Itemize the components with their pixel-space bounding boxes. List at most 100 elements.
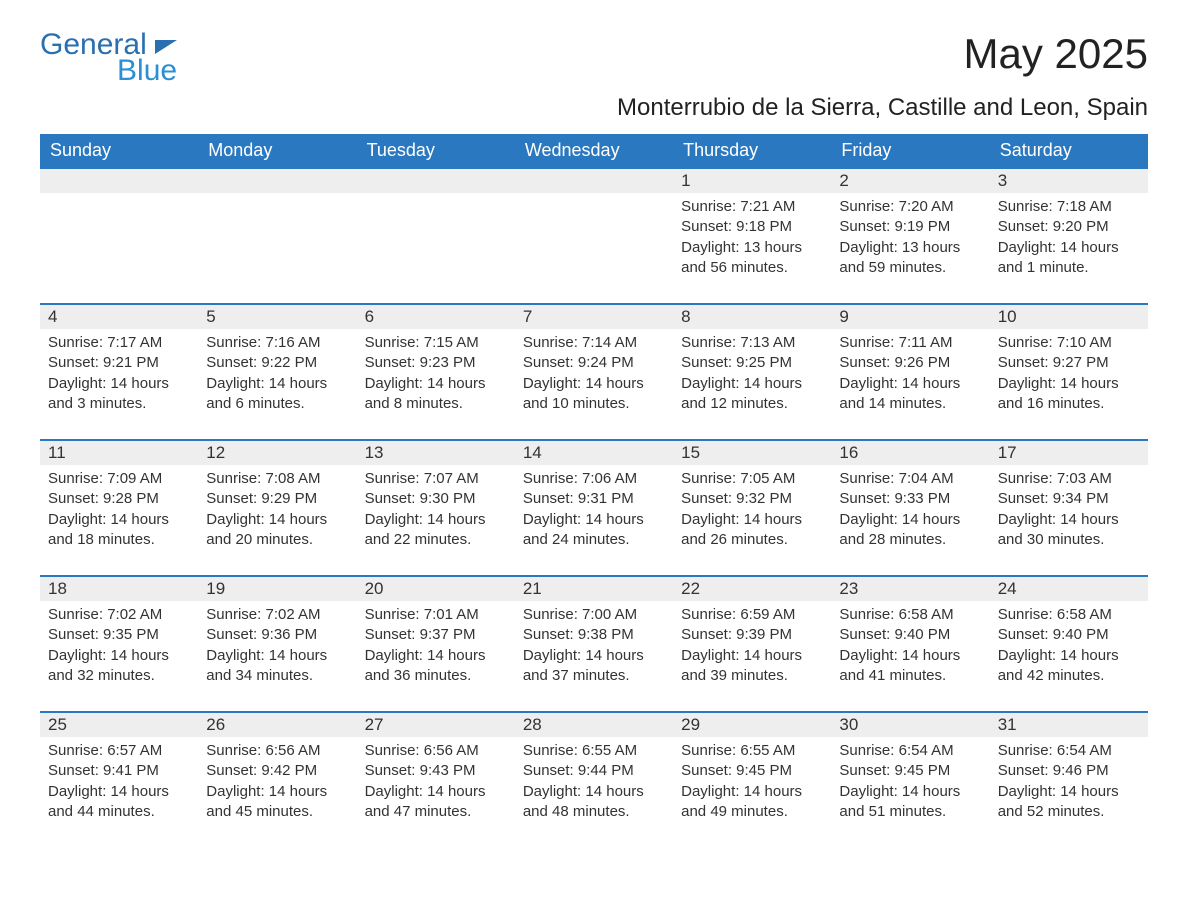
day-details: Sunrise: 7:07 AMSunset: 9:30 PMDaylight:…: [357, 465, 515, 558]
calendar-cell: 8Sunrise: 7:13 AMSunset: 9:25 PMDaylight…: [673, 304, 831, 440]
day-details: Sunrise: 6:54 AMSunset: 9:46 PMDaylight:…: [990, 737, 1148, 830]
day-number-empty: [515, 169, 673, 193]
calendar-cell: 6Sunrise: 7:15 AMSunset: 9:23 PMDaylight…: [357, 304, 515, 440]
calendar-cell: 2Sunrise: 7:20 AMSunset: 9:19 PMDaylight…: [831, 168, 989, 304]
day-details: Sunrise: 7:14 AMSunset: 9:24 PMDaylight:…: [515, 329, 673, 422]
day-number: 9: [831, 305, 989, 329]
day-details: Sunrise: 7:03 AMSunset: 9:34 PMDaylight:…: [990, 465, 1148, 558]
calendar-row: 18Sunrise: 7:02 AMSunset: 9:35 PMDayligh…: [40, 576, 1148, 712]
day-number: 25: [40, 713, 198, 737]
day-details: Sunrise: 6:56 AMSunset: 9:43 PMDaylight:…: [357, 737, 515, 830]
day-details: Sunrise: 6:58 AMSunset: 9:40 PMDaylight:…: [831, 601, 989, 694]
day-number: 27: [357, 713, 515, 737]
day-number: 24: [990, 577, 1148, 601]
calendar-row: 4Sunrise: 7:17 AMSunset: 9:21 PMDaylight…: [40, 304, 1148, 440]
calendar-body: 1Sunrise: 7:21 AMSunset: 9:18 PMDaylight…: [40, 168, 1148, 848]
calendar-cell: 7Sunrise: 7:14 AMSunset: 9:24 PMDaylight…: [515, 304, 673, 440]
calendar-cell: 5Sunrise: 7:16 AMSunset: 9:22 PMDaylight…: [198, 304, 356, 440]
day-details: Sunrise: 7:00 AMSunset: 9:38 PMDaylight:…: [515, 601, 673, 694]
calendar-cell: 9Sunrise: 7:11 AMSunset: 9:26 PMDaylight…: [831, 304, 989, 440]
day-details: Sunrise: 7:17 AMSunset: 9:21 PMDaylight:…: [40, 329, 198, 422]
day-number: 13: [357, 441, 515, 465]
calendar-row: 25Sunrise: 6:57 AMSunset: 9:41 PMDayligh…: [40, 712, 1148, 848]
calendar-cell: 28Sunrise: 6:55 AMSunset: 9:44 PMDayligh…: [515, 712, 673, 848]
day-details: Sunrise: 7:21 AMSunset: 9:18 PMDaylight:…: [673, 193, 831, 286]
day-number: 7: [515, 305, 673, 329]
day-number: 23: [831, 577, 989, 601]
day-number: 17: [990, 441, 1148, 465]
day-details: Sunrise: 6:56 AMSunset: 9:42 PMDaylight:…: [198, 737, 356, 830]
calendar-cell: 14Sunrise: 7:06 AMSunset: 9:31 PMDayligh…: [515, 440, 673, 576]
day-number: 11: [40, 441, 198, 465]
day-details: Sunrise: 7:16 AMSunset: 9:22 PMDaylight:…: [198, 329, 356, 422]
calendar-cell: 26Sunrise: 6:56 AMSunset: 9:42 PMDayligh…: [198, 712, 356, 848]
brand-logo: General Blue: [40, 30, 177, 86]
day-number: 16: [831, 441, 989, 465]
day-number: 2: [831, 169, 989, 193]
day-details: Sunrise: 6:59 AMSunset: 9:39 PMDaylight:…: [673, 601, 831, 694]
day-number: 28: [515, 713, 673, 737]
day-number: 31: [990, 713, 1148, 737]
calendar-cell: [515, 168, 673, 304]
day-details: Sunrise: 7:09 AMSunset: 9:28 PMDaylight:…: [40, 465, 198, 558]
calendar-cell: 4Sunrise: 7:17 AMSunset: 9:21 PMDaylight…: [40, 304, 198, 440]
calendar-cell: 23Sunrise: 6:58 AMSunset: 9:40 PMDayligh…: [831, 576, 989, 712]
calendar-cell: 24Sunrise: 6:58 AMSunset: 9:40 PMDayligh…: [990, 576, 1148, 712]
weekday-header: Monday: [198, 134, 356, 168]
day-details: Sunrise: 7:18 AMSunset: 9:20 PMDaylight:…: [990, 193, 1148, 286]
calendar-cell: 3Sunrise: 7:18 AMSunset: 9:20 PMDaylight…: [990, 168, 1148, 304]
day-number-empty: [198, 169, 356, 193]
brand-triangle-icon: [155, 40, 177, 54]
calendar-cell: 15Sunrise: 7:05 AMSunset: 9:32 PMDayligh…: [673, 440, 831, 576]
weekday-header: Wednesday: [515, 134, 673, 168]
day-number: 22: [673, 577, 831, 601]
day-details: Sunrise: 7:15 AMSunset: 9:23 PMDaylight:…: [357, 329, 515, 422]
day-details: Sunrise: 6:55 AMSunset: 9:45 PMDaylight:…: [673, 737, 831, 830]
day-details: Sunrise: 7:20 AMSunset: 9:19 PMDaylight:…: [831, 193, 989, 286]
day-number: 3: [990, 169, 1148, 193]
day-details: Sunrise: 6:57 AMSunset: 9:41 PMDaylight:…: [40, 737, 198, 830]
day-details: Sunrise: 7:05 AMSunset: 9:32 PMDaylight:…: [673, 465, 831, 558]
calendar-cell: 17Sunrise: 7:03 AMSunset: 9:34 PMDayligh…: [990, 440, 1148, 576]
weekday-header: Saturday: [990, 134, 1148, 168]
calendar-cell: 13Sunrise: 7:07 AMSunset: 9:30 PMDayligh…: [357, 440, 515, 576]
calendar-row: 1Sunrise: 7:21 AMSunset: 9:18 PMDaylight…: [40, 168, 1148, 304]
day-number: 14: [515, 441, 673, 465]
weekday-header: Tuesday: [357, 134, 515, 168]
day-number: 30: [831, 713, 989, 737]
day-number: 10: [990, 305, 1148, 329]
calendar-cell: 25Sunrise: 6:57 AMSunset: 9:41 PMDayligh…: [40, 712, 198, 848]
calendar-cell: 20Sunrise: 7:01 AMSunset: 9:37 PMDayligh…: [357, 576, 515, 712]
day-number: 1: [673, 169, 831, 193]
day-number: 4: [40, 305, 198, 329]
day-number: 6: [357, 305, 515, 329]
calendar-row: 11Sunrise: 7:09 AMSunset: 9:28 PMDayligh…: [40, 440, 1148, 576]
day-number: 21: [515, 577, 673, 601]
location-text: Monterrubio de la Sierra, Castille and L…: [40, 94, 1148, 122]
calendar-cell: 29Sunrise: 6:55 AMSunset: 9:45 PMDayligh…: [673, 712, 831, 848]
calendar-cell: 30Sunrise: 6:54 AMSunset: 9:45 PMDayligh…: [831, 712, 989, 848]
calendar-cell: [198, 168, 356, 304]
calendar-cell: 1Sunrise: 7:21 AMSunset: 9:18 PMDaylight…: [673, 168, 831, 304]
day-number-empty: [357, 169, 515, 193]
calendar-cell: [357, 168, 515, 304]
calendar-cell: 19Sunrise: 7:02 AMSunset: 9:36 PMDayligh…: [198, 576, 356, 712]
calendar-cell: 18Sunrise: 7:02 AMSunset: 9:35 PMDayligh…: [40, 576, 198, 712]
day-details: Sunrise: 7:06 AMSunset: 9:31 PMDaylight:…: [515, 465, 673, 558]
day-details: Sunrise: 7:11 AMSunset: 9:26 PMDaylight:…: [831, 329, 989, 422]
day-details: Sunrise: 6:55 AMSunset: 9:44 PMDaylight:…: [515, 737, 673, 830]
day-details: Sunrise: 7:01 AMSunset: 9:37 PMDaylight:…: [357, 601, 515, 694]
day-details: Sunrise: 6:58 AMSunset: 9:40 PMDaylight:…: [990, 601, 1148, 694]
month-title: May 2025: [964, 30, 1148, 78]
calendar-cell: 21Sunrise: 7:00 AMSunset: 9:38 PMDayligh…: [515, 576, 673, 712]
day-details: Sunrise: 7:10 AMSunset: 9:27 PMDaylight:…: [990, 329, 1148, 422]
calendar-cell: 16Sunrise: 7:04 AMSunset: 9:33 PMDayligh…: [831, 440, 989, 576]
brand-text: General Blue: [40, 30, 177, 86]
day-number: 8: [673, 305, 831, 329]
weekday-header-row: SundayMondayTuesdayWednesdayThursdayFrid…: [40, 134, 1148, 168]
calendar-cell: 31Sunrise: 6:54 AMSunset: 9:46 PMDayligh…: [990, 712, 1148, 848]
day-number: 19: [198, 577, 356, 601]
day-details: Sunrise: 7:02 AMSunset: 9:36 PMDaylight:…: [198, 601, 356, 694]
calendar-table: SundayMondayTuesdayWednesdayThursdayFrid…: [40, 134, 1148, 848]
day-number: 12: [198, 441, 356, 465]
